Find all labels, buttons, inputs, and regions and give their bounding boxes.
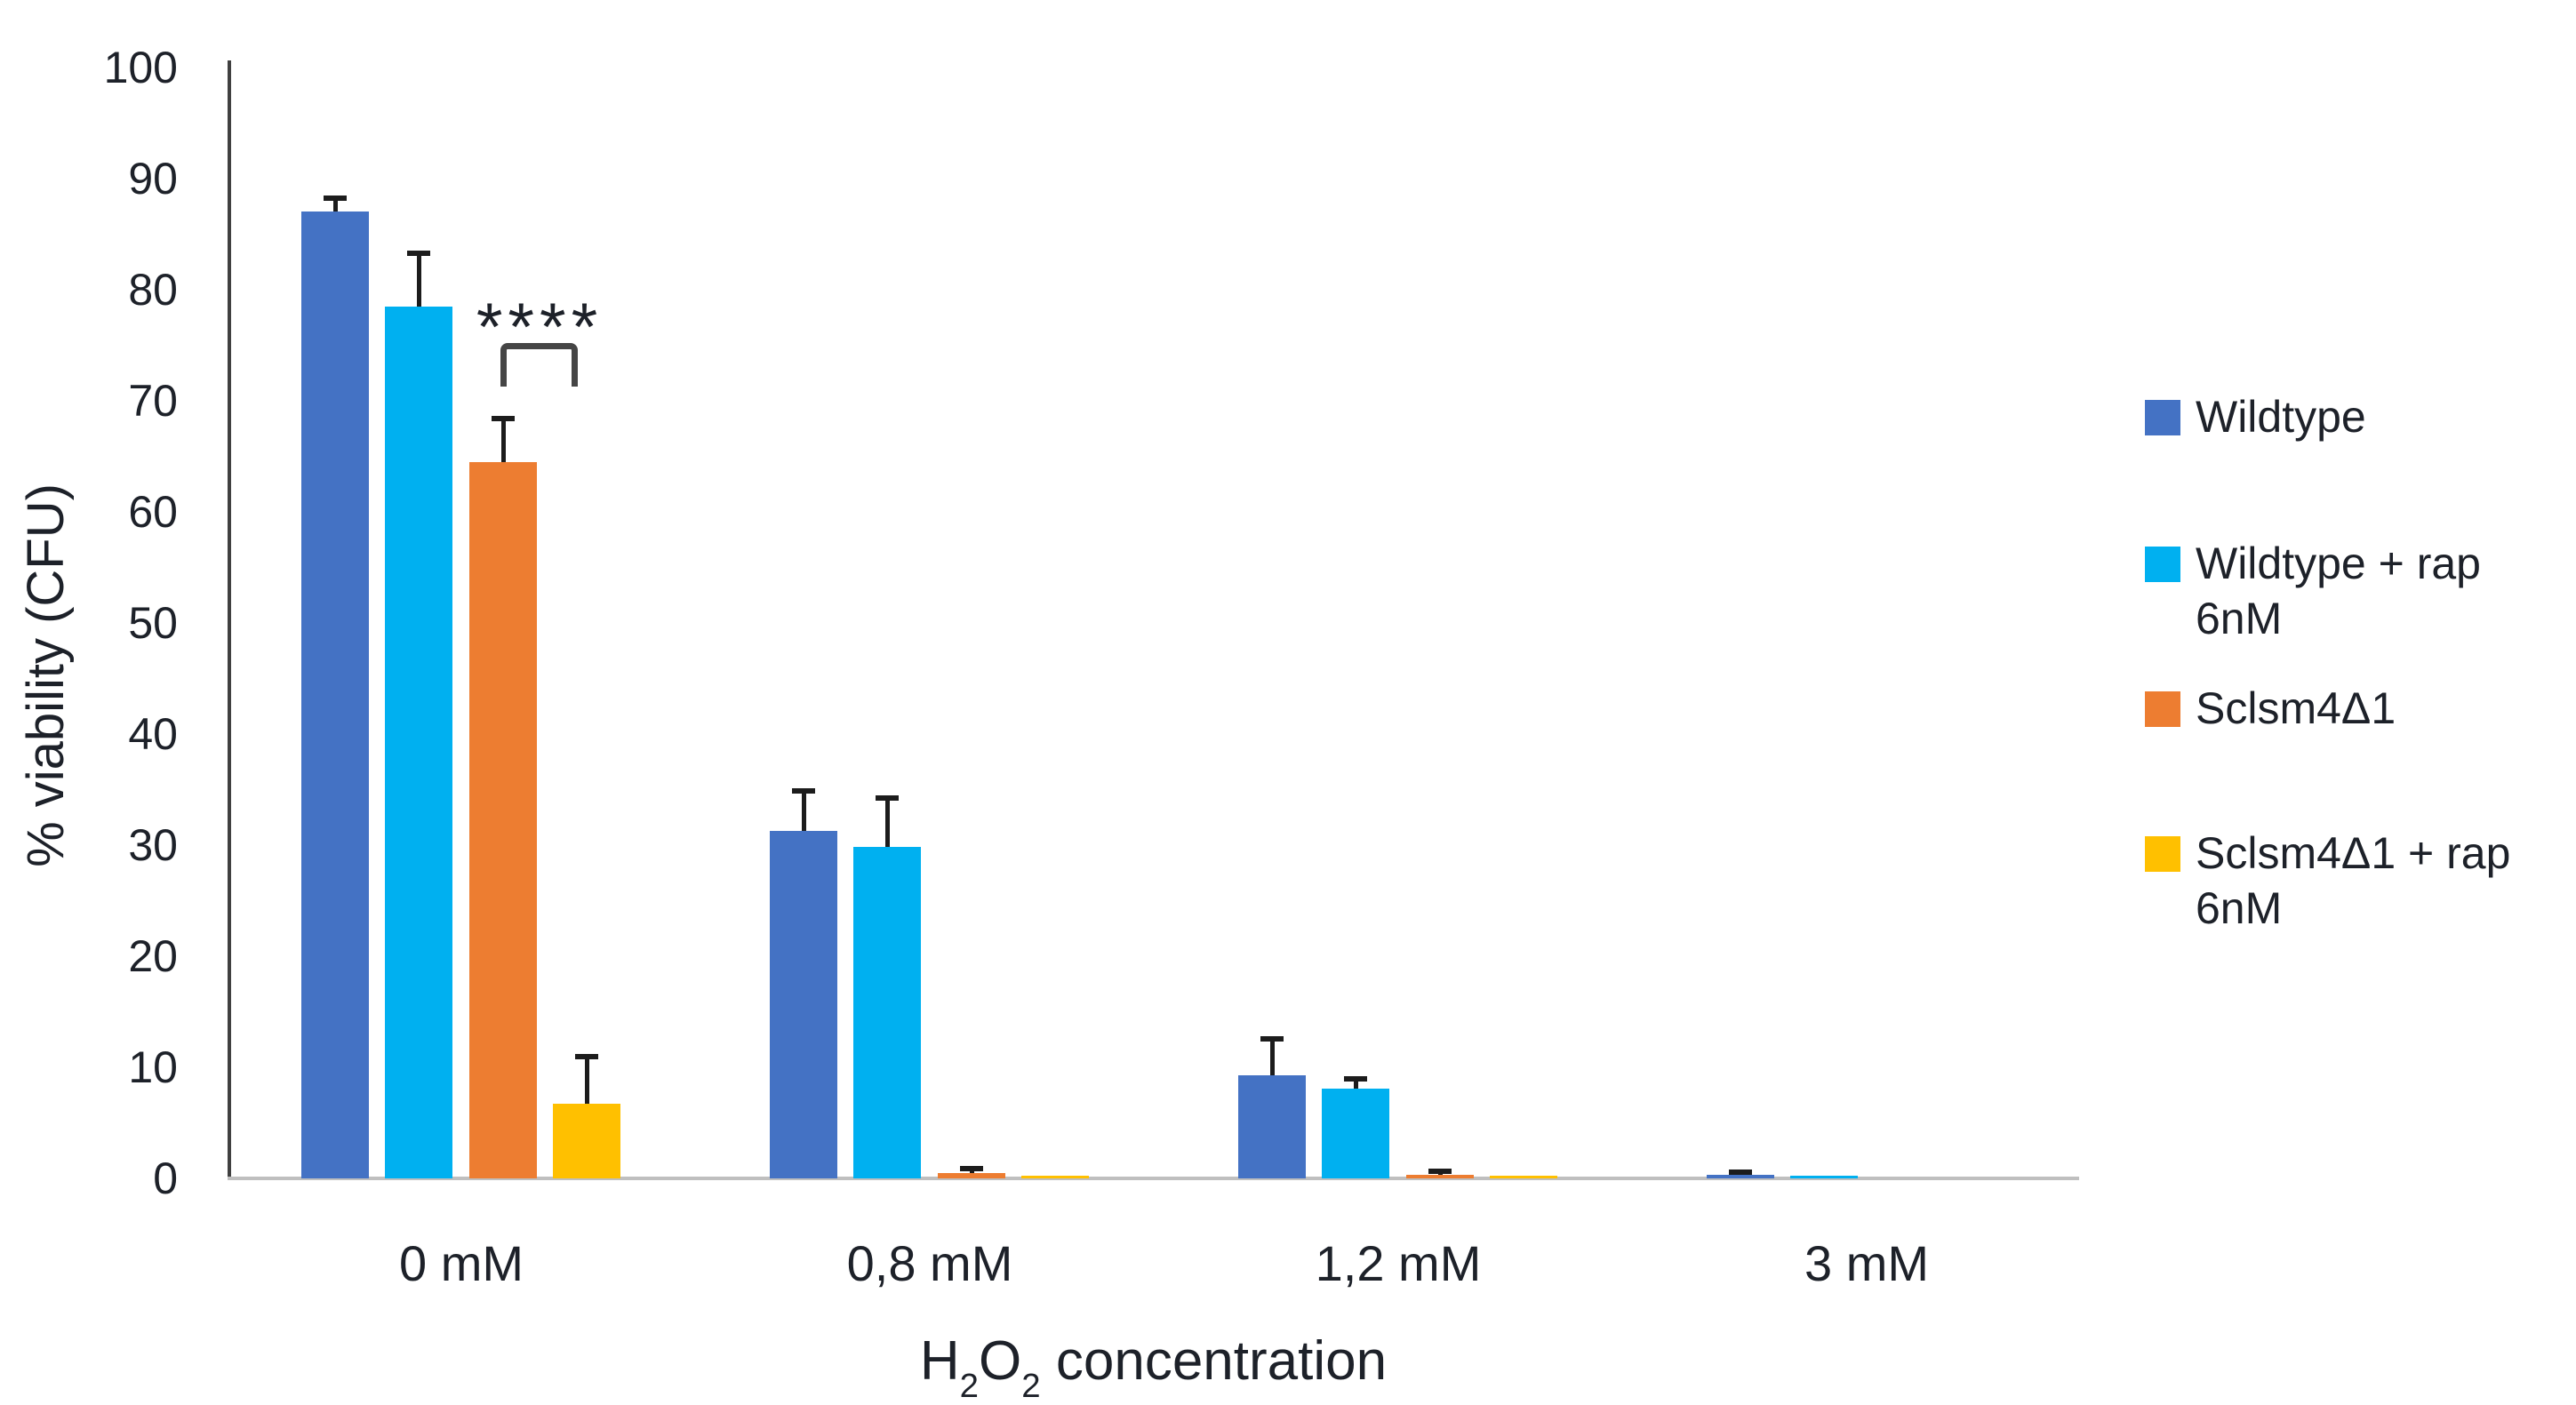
- error-bar-cap: [960, 1166, 983, 1171]
- significance-bracket: [500, 343, 578, 387]
- y-tick-label: 50: [128, 598, 178, 648]
- bar-Wildtype-0,8 mM: [770, 831, 837, 1178]
- error-bar-cap: [876, 795, 899, 801]
- legend-label-Wildtype: Wildtype: [2196, 389, 2366, 444]
- y-tick-label: 20: [128, 931, 178, 981]
- bar-Wildtype + rap 6nM-3 mM: [1790, 1176, 1858, 1178]
- y-axis-line: [228, 60, 231, 1180]
- y-tick-label: 30: [128, 820, 178, 870]
- error-bar-line: [802, 791, 806, 831]
- x-axis-title-segment: H: [919, 1330, 960, 1392]
- legend-label-line: 6nM: [2196, 883, 2283, 933]
- error-bar-cap: [575, 1054, 598, 1059]
- bar-Sclsm4Δ1 + rap 6nM-0,8 mM: [1021, 1176, 1089, 1178]
- error-bar-line: [333, 198, 338, 212]
- y-tick-label: 40: [128, 709, 178, 759]
- bar-Sclsm4Δ1 + rap 6nM-1,2 mM: [1490, 1176, 1557, 1178]
- error-bar-line: [1270, 1039, 1275, 1075]
- y-tick-label: 70: [128, 376, 178, 426]
- legend-label-line: 6nM: [2196, 594, 2283, 643]
- x-axis-line: [228, 1177, 2079, 1180]
- x-tick-label-0,8 mM: 0,8 mM: [846, 1235, 1013, 1291]
- error-bar-line: [501, 419, 506, 462]
- legend-swatch-Sclsm4Δ1 + rap 6nM: [2145, 836, 2180, 872]
- bar-Wildtype-1,2 mM: [1238, 1075, 1306, 1178]
- bar-Wildtype + rap 6nM-0 mM: [385, 307, 452, 1178]
- x-tick-label-0 mM: 0 mM: [399, 1235, 524, 1291]
- bar-Wildtype + rap 6nM-0,8 mM: [853, 847, 921, 1178]
- error-bar-cap: [1428, 1169, 1452, 1174]
- legend-label-Sclsm4Δ1 + rap 6nM: Sclsm4Δ1 + rap 6nM: [2196, 826, 2510, 936]
- y-tick-label: 90: [128, 154, 178, 204]
- x-axis-title-segment: 2: [959, 1367, 980, 1405]
- legend-swatch-Sclsm4Δ1: [2145, 691, 2180, 727]
- error-bar-line: [885, 798, 890, 847]
- bar-Wildtype-0 mM: [301, 212, 369, 1178]
- y-tick-label: 100: [103, 43, 178, 92]
- bar-Wildtype-3 mM: [1707, 1175, 1774, 1178]
- x-axis-title-segment: O: [979, 1330, 1022, 1392]
- legend-label-line: Wildtype + rap: [2196, 539, 2481, 588]
- bar-Sclsm4Δ1-0 mM: [469, 462, 537, 1178]
- error-bar-cap: [324, 196, 347, 201]
- legend-swatch-Wildtype + rap 6nM: [2145, 547, 2180, 582]
- error-bar-cap: [1260, 1036, 1284, 1042]
- bar-Wildtype + rap 6nM-1,2 mM: [1322, 1089, 1389, 1178]
- error-bar-line: [1354, 1079, 1358, 1089]
- y-tick-label: 60: [128, 487, 178, 537]
- bar-Sclsm4Δ1 + rap 6nM-0 mM: [553, 1104, 620, 1178]
- legend-label-Sclsm4Δ1: Sclsm4Δ1: [2196, 681, 2396, 736]
- legend-label-line: Wildtype: [2196, 392, 2366, 442]
- x-axis-title: H2O2 concentration: [229, 1329, 2077, 1405]
- x-tick-label-1,2 mM: 1,2 mM: [1315, 1235, 1482, 1291]
- y-axis-title: % viability (CFU): [17, 483, 75, 867]
- error-bar-cap: [1729, 1170, 1752, 1175]
- error-bar-cap: [492, 416, 515, 421]
- y-tick-label: 10: [128, 1042, 178, 1092]
- legend-label-line: Sclsm4Δ1: [2196, 683, 2396, 733]
- error-bar-line: [417, 253, 421, 307]
- y-tick-label: 80: [128, 265, 178, 315]
- legend-swatch-Wildtype: [2145, 400, 2180, 435]
- x-tick-label-3 mM: 3 mM: [1804, 1235, 1929, 1291]
- bar-Sclsm4Δ1-1,2 mM: [1406, 1175, 1474, 1178]
- legend-label-Wildtype + rap 6nM: Wildtype + rap 6nM: [2196, 536, 2481, 646]
- error-bar-cap: [792, 788, 815, 794]
- x-axis-title-segment: 2: [1021, 1367, 1041, 1405]
- error-bar-cap: [1344, 1076, 1367, 1082]
- legend-label-line: Sclsm4Δ1 + rap: [2196, 828, 2511, 878]
- error-bar-cap: [407, 251, 430, 256]
- bar-Sclsm4Δ1-0,8 mM: [938, 1173, 1005, 1178]
- x-axis-title-segment: concentration: [1040, 1330, 1388, 1392]
- error-bar-line: [585, 1057, 589, 1104]
- y-tick-label: 0: [153, 1154, 178, 1203]
